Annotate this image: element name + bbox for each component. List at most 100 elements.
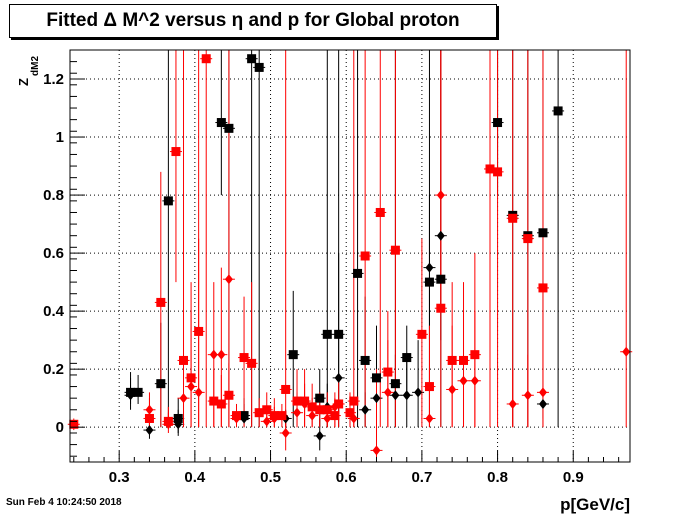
square-marker <box>345 408 355 418</box>
diamond-marker <box>459 375 468 386</box>
timestamp: Sun Feb 4 10:24:50 2018 <box>6 497 122 508</box>
square-marker <box>262 405 272 415</box>
square-marker <box>436 303 446 313</box>
x-tick-label: 0.6 <box>336 469 357 486</box>
square-marker <box>163 196 173 206</box>
diamond-marker <box>145 404 154 415</box>
diamond-marker <box>323 413 332 424</box>
square-marker <box>322 405 332 415</box>
diamond-marker <box>538 398 547 409</box>
square-marker <box>330 411 340 421</box>
y-tick-label: 0.2 <box>43 361 64 378</box>
square-marker <box>538 228 548 238</box>
diamond-marker <box>372 445 381 456</box>
square-marker <box>417 329 427 339</box>
square-marker <box>315 405 325 415</box>
diamond-marker <box>217 349 226 360</box>
square-marker <box>360 355 370 365</box>
square-marker <box>292 396 302 406</box>
x-tick-label: 0.5 <box>260 469 281 486</box>
square-marker <box>459 355 469 365</box>
y-axis-label: Z <box>16 78 31 86</box>
plot-frame <box>69 49 631 463</box>
diamond-marker <box>402 390 411 401</box>
square-marker <box>436 274 446 284</box>
square-marker <box>281 384 291 394</box>
diamond-marker <box>436 230 445 241</box>
square-marker <box>390 379 400 389</box>
square-marker <box>315 393 325 403</box>
square-marker <box>383 367 393 377</box>
square-marker <box>470 350 480 360</box>
diamond-marker <box>425 262 434 273</box>
diamond-marker <box>372 393 381 404</box>
square-marker <box>402 353 412 363</box>
axis-ticks <box>70 61 620 462</box>
square-marker <box>334 399 344 409</box>
diamond-marker <box>209 349 218 360</box>
square-marker <box>375 207 385 217</box>
diamond-marker <box>293 407 302 418</box>
y-tick-label: 0.4 <box>43 303 65 320</box>
square-marker <box>171 147 181 157</box>
diamond-marker <box>281 427 290 438</box>
diamond-marker <box>300 398 309 409</box>
diamond-marker <box>414 387 423 398</box>
square-marker <box>371 373 381 383</box>
diamond-marker <box>330 401 339 412</box>
y-tick-label: 1 <box>56 129 64 146</box>
tick-labels: 0.3 0.4 0.5 0.6 0.7 0.8 0.9 0 0.2 0.4 0.6 0.8 1 1.2 <box>43 71 584 486</box>
y-axis-label-subscript: dM2 <box>30 56 41 76</box>
square-marker <box>523 234 533 244</box>
square-marker <box>508 213 518 223</box>
x-tick-label: 0.4 <box>184 469 206 486</box>
diamond-marker <box>508 398 517 409</box>
square-marker <box>493 167 503 177</box>
square-marker <box>194 326 204 336</box>
square-marker <box>288 350 298 360</box>
square-marker <box>360 251 370 261</box>
square-marker <box>179 355 189 365</box>
square-marker <box>209 396 219 406</box>
y-tick-label: 0.8 <box>43 187 64 204</box>
square-marker <box>307 402 317 412</box>
square-marker <box>254 408 264 418</box>
diamond-marker <box>448 384 457 395</box>
chart-title: Fitted Δ M^2 versus η and p for Global p… <box>9 4 497 38</box>
square-marker <box>493 118 503 128</box>
square-marker <box>424 382 434 392</box>
square-marker <box>216 118 226 128</box>
diamond-marker <box>383 387 392 398</box>
diamond-marker <box>262 416 271 427</box>
diamond-marker <box>391 390 400 401</box>
square-marker <box>173 413 183 423</box>
diamond-marker <box>538 387 547 398</box>
diamond-marker <box>361 404 370 415</box>
square-marker <box>186 373 196 383</box>
diamond-marker <box>240 413 249 424</box>
square-marker <box>447 355 457 365</box>
square-marker <box>201 54 211 64</box>
square-marker <box>553 106 563 116</box>
square-marker <box>424 277 434 287</box>
diamond-marker <box>187 381 196 392</box>
square-marker <box>69 419 79 429</box>
square-marker <box>216 399 226 409</box>
square-marker <box>224 123 234 133</box>
x-tick-label: 0.3 <box>109 469 130 486</box>
square-marker <box>156 379 166 389</box>
square-marker <box>133 387 143 397</box>
square-marker <box>349 396 359 406</box>
x-axis-label: p[GeV/c] <box>560 495 630 514</box>
square-marker <box>247 54 257 64</box>
diamond-marker <box>224 274 233 285</box>
y-tick-label: 0 <box>56 419 64 436</box>
diamond-marker <box>270 413 279 424</box>
square-marker <box>322 329 332 339</box>
square-marker <box>239 353 249 363</box>
diamond-marker <box>315 430 324 441</box>
diamond-marker <box>164 419 173 430</box>
x-tick-label: 0.7 <box>411 469 432 486</box>
square-marker <box>538 283 548 293</box>
